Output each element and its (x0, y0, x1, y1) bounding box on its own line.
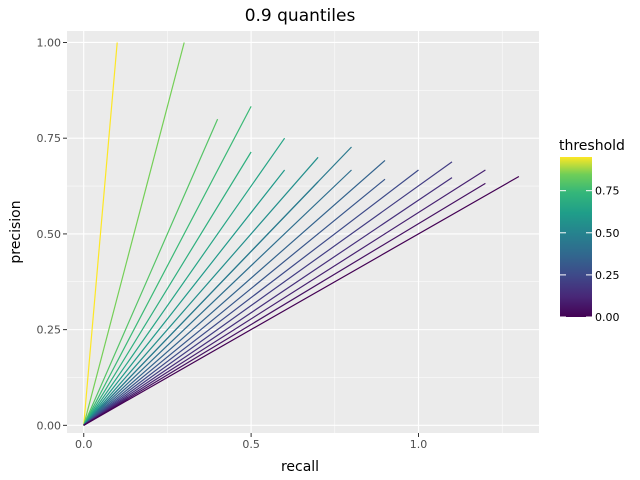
legend-tick-label: 0.50 (595, 227, 620, 240)
x-tick-label: 0.0 (75, 438, 93, 451)
series-line (83, 169, 352, 426)
series-line (83, 178, 386, 426)
major-gridlines (67, 31, 539, 433)
legend: threshold 0.00 0.25 0.50 0.75 (559, 138, 625, 324)
legend-tick-label: 0.00 (595, 311, 620, 324)
series-line (83, 169, 286, 426)
series-line (83, 156, 319, 426)
series-line (83, 169, 419, 426)
x-axis-title: recall (281, 459, 319, 475)
series-line (83, 169, 486, 426)
y-tick-label: 0.50 (37, 228, 62, 241)
x-tick-label: 1.0 (410, 438, 428, 451)
x-tick-label: 0.5 (242, 438, 260, 451)
y-tick-label: 0.75 (37, 132, 62, 145)
y-axis-ticks: 0.00 0.25 0.50 0.75 1.00 (37, 36, 67, 432)
x-axis-ticks: 0.0 0.5 1.0 (75, 433, 427, 451)
legend-ticks: 0.00 0.25 0.50 0.75 (560, 185, 620, 324)
series-line (83, 137, 286, 426)
series-line (83, 106, 252, 426)
legend-colorbar (560, 157, 592, 317)
series-lines (83, 42, 520, 426)
series-line (83, 182, 486, 426)
y-tick-label: 0.00 (37, 419, 62, 432)
series-line (83, 146, 352, 426)
series-line (83, 151, 252, 426)
y-tick-label: 1.00 (37, 36, 62, 49)
series-line (83, 42, 185, 426)
series-line (83, 159, 386, 426)
chart-title: 0.9 quantiles (245, 6, 356, 26)
series-line (83, 161, 453, 426)
y-tick-label: 0.25 (37, 324, 62, 337)
series-line (83, 42, 118, 426)
series-line (83, 175, 520, 426)
legend-tick-label: 0.75 (595, 185, 620, 198)
y-axis-title: precision (8, 200, 24, 263)
series-line (83, 177, 453, 426)
legend-tick-label: 0.25 (595, 269, 620, 282)
series-line (83, 118, 219, 426)
legend-title: threshold (559, 138, 625, 154)
